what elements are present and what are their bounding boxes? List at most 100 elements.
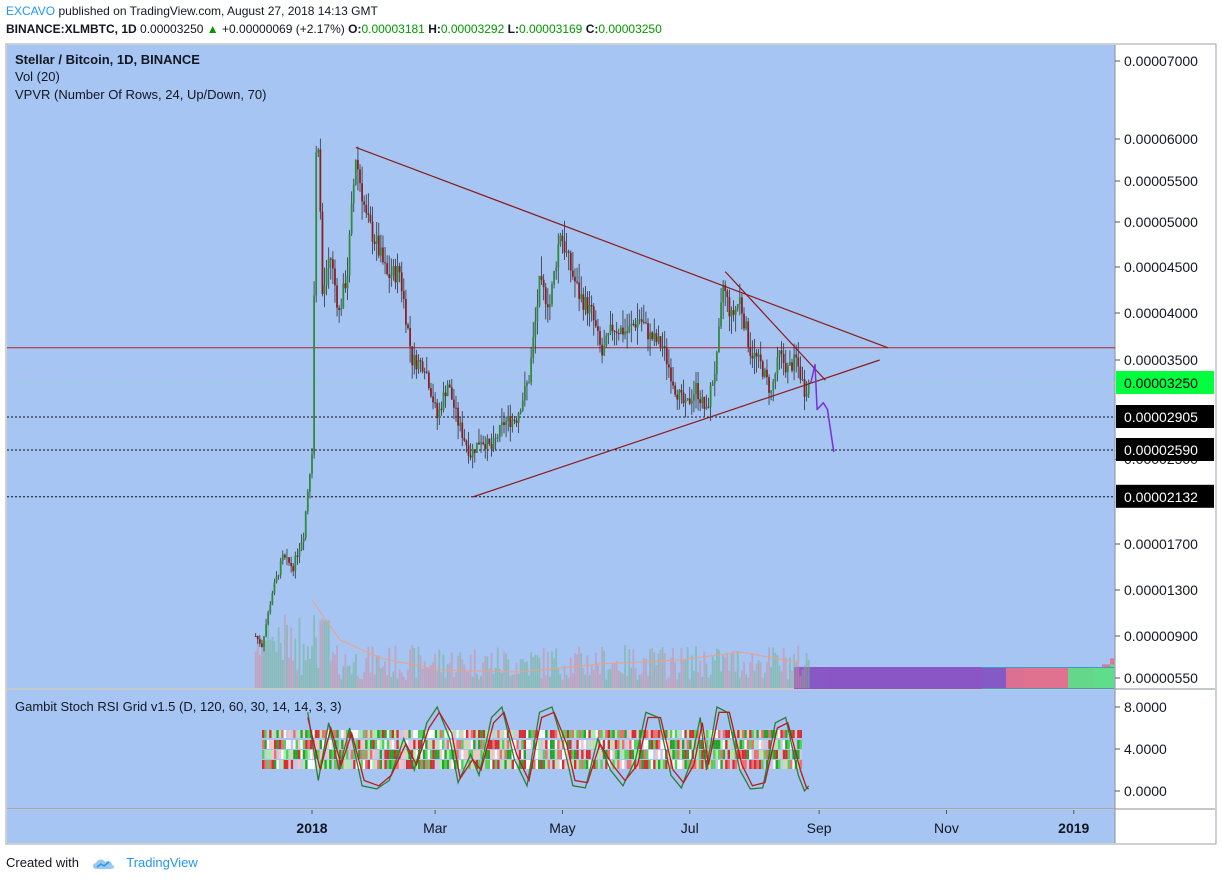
- stoch-grid-cell: [698, 760, 702, 769]
- stoch-grid-cell: [754, 730, 757, 738]
- candle-body: [699, 399, 702, 404]
- footer: Created with TradingView: [6, 855, 198, 871]
- stoch-grid-cell: [569, 760, 572, 769]
- price-tag-label: 0.00002905: [1124, 409, 1198, 425]
- candle-body: [682, 392, 685, 404]
- candle-body: [749, 346, 752, 356]
- volume-bar: [342, 666, 345, 688]
- volume-bar: [350, 674, 353, 688]
- volume-bar: [300, 675, 303, 688]
- stoch-grid-cell: [566, 740, 570, 749]
- stoch-grid-cell: [631, 730, 634, 738]
- stoch-grid-cell: [674, 730, 678, 738]
- stoch-grid-cell: [742, 730, 745, 738]
- volume-bar: [632, 649, 635, 688]
- candle-body: [565, 251, 568, 253]
- stoch-grid-cell: [451, 760, 454, 769]
- stoch-grid-cell: [763, 750, 766, 759]
- stoch-grid-cell: [437, 750, 440, 759]
- stoch-grid-cell: [319, 740, 322, 749]
- volume-bar: [722, 655, 725, 688]
- candle-body: [300, 542, 303, 550]
- tradingview-link[interactable]: TradingView: [126, 855, 198, 870]
- stoch-grid-cell: [799, 750, 802, 759]
- volume-bar: [417, 646, 420, 688]
- candle-body: [655, 333, 658, 342]
- volume-bar: [805, 653, 808, 688]
- stoch-grid-cell: [367, 730, 370, 738]
- stoch-grid-cell: [348, 750, 351, 759]
- stoch-grid-cell: [410, 730, 414, 738]
- stoch-grid-cell: [492, 740, 495, 749]
- stoch-grid-cell: [346, 760, 349, 769]
- stoch-grid-cell: [586, 740, 589, 749]
- stoch-grid-cell: [790, 750, 793, 759]
- candle-body: [651, 332, 654, 340]
- stoch-grid-cell: [288, 740, 291, 749]
- stoch-grid-cell: [422, 760, 426, 769]
- candle-body: [388, 273, 391, 278]
- candle-body: [553, 270, 555, 285]
- stoch-grid-cell: [461, 740, 464, 749]
- volume-bar: [473, 649, 476, 688]
- volume-bar: [384, 661, 386, 688]
- volume-bar: [492, 673, 495, 688]
- volume-bar: [649, 649, 651, 688]
- stoch-grid-cell: [713, 750, 716, 759]
- stoch-grid-cell: [528, 750, 531, 759]
- stoch-grid-cell: [300, 760, 303, 769]
- stoch-grid-cell: [346, 730, 349, 738]
- volume-bar: [634, 668, 637, 688]
- projection-drawing[interactable]: [810, 363, 835, 453]
- stoch-grid-cell: [334, 760, 337, 769]
- volume-bar: [594, 652, 597, 688]
- volume-bar: [411, 645, 414, 688]
- stoch-grid-cell: [274, 750, 277, 759]
- volume-bar: [521, 658, 524, 688]
- candle-body: [574, 276, 576, 282]
- author-link[interactable]: EXCAVO: [6, 4, 56, 18]
- stoch-grid-cell: [756, 740, 759, 749]
- volume-bar: [680, 648, 683, 688]
- stoch-grid-cell: [298, 730, 301, 738]
- candle-body: [615, 331, 618, 334]
- candle-body: [501, 422, 503, 425]
- stoch-grid-cell: [742, 750, 745, 759]
- stoch-grid-cell: [504, 750, 507, 759]
- stoch-grid-cell: [497, 740, 500, 749]
- stoch-grid-cell: [331, 760, 334, 769]
- stoch-grid-cell: [264, 740, 267, 749]
- volume-bar: [678, 672, 681, 688]
- stoch-grid-cell: [629, 760, 632, 769]
- trendlines[interactable]: [355, 146, 889, 498]
- candle-body: [745, 321, 747, 329]
- price-tick-label: 0.00001300: [1124, 582, 1198, 598]
- stoch-grid-cell: [430, 730, 433, 738]
- volume-bar: [254, 651, 257, 688]
- stoch-grid-cell: [271, 750, 274, 759]
- stoch-grid-cell: [624, 740, 627, 749]
- stoch-grid-cell: [682, 750, 685, 759]
- stoch-grid-cell: [718, 730, 721, 738]
- stoch-grid-cell: [586, 730, 589, 738]
- volume-bar: [457, 655, 459, 688]
- stoch-grid-cell: [406, 730, 409, 738]
- stoch-grid-cell: [336, 740, 339, 749]
- stoch-grid-cell: [358, 760, 361, 769]
- volume-bar: [359, 678, 361, 688]
- stoch-grid-cell: [595, 730, 598, 738]
- candle-body: [674, 385, 677, 395]
- stoch-grid-cell: [542, 730, 546, 738]
- price-chart[interactable]: 0.00000550 0.00000900 0.00001300 0.00001700…: [0, 0, 1222, 846]
- main-plot-bg: [7, 45, 1115, 688]
- volume-bar: [398, 669, 401, 688]
- volume-bar: [329, 660, 332, 688]
- candle-body: [709, 385, 712, 407]
- stoch-grid-cell: [758, 740, 762, 749]
- time-axis[interactable]: 2018 Mar May Jul Sep Nov 2019: [296, 810, 1090, 836]
- price-axis[interactable]: 0.00000550 0.00000900 0.00001300 0.00001700…: [1115, 53, 1198, 686]
- volume-bar: [288, 657, 290, 688]
- volume-bar: [793, 653, 795, 688]
- volume-bar: [480, 675, 482, 688]
- volume-bar: [501, 672, 503, 688]
